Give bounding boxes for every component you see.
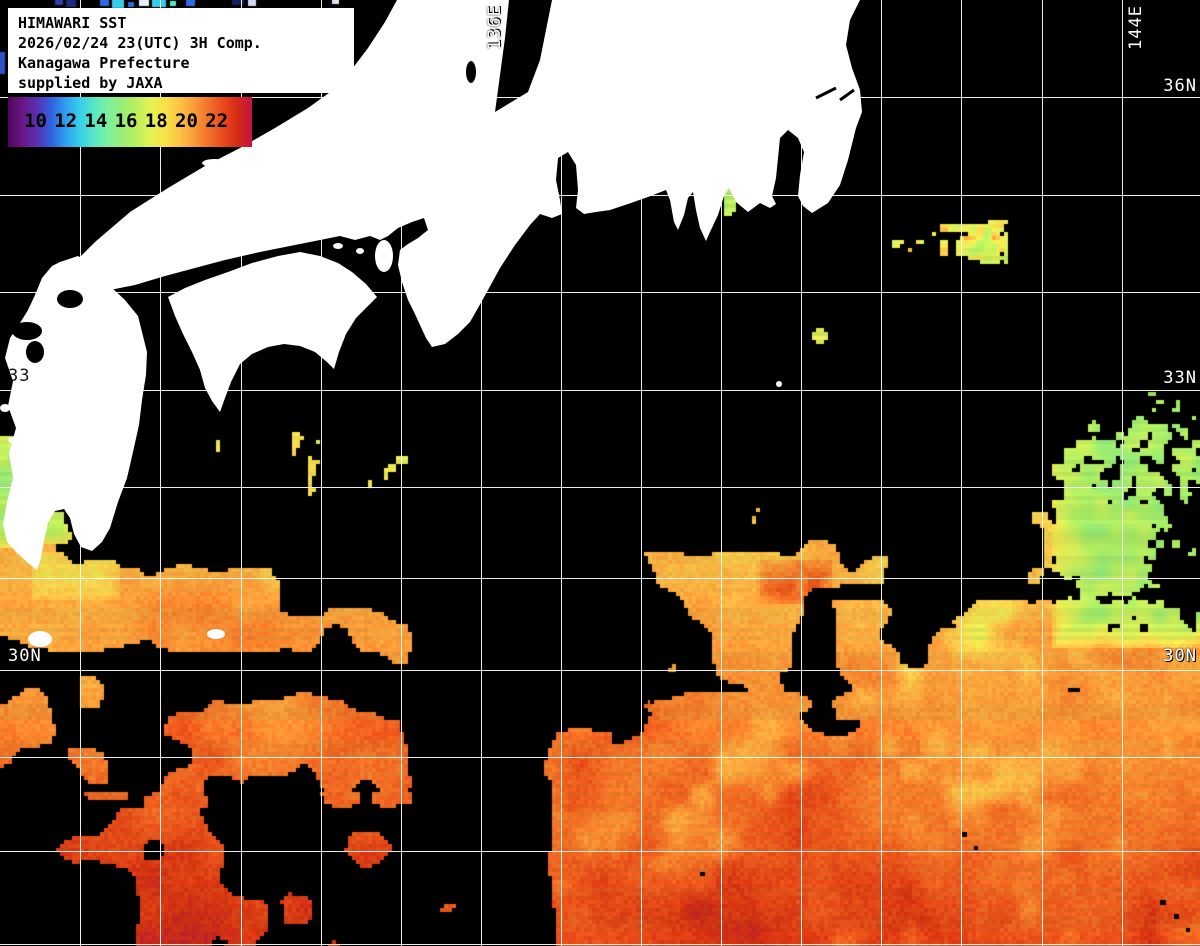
latitude-label: 30N (1163, 646, 1197, 666)
colorbar-tick-label: 10 (24, 110, 47, 132)
longitude-label: 144E (1126, 5, 1146, 50)
river-mark-2 (839, 88, 855, 102)
lake-biwa (466, 61, 476, 83)
gridline-meridian (1122, 0, 1123, 946)
gridline-parallel (0, 578, 1200, 579)
colorbar-tick-label: 12 (54, 110, 78, 132)
latitude-label: 30N (8, 646, 42, 666)
colorbar-tick-label: 16 (114, 110, 138, 132)
gridline-parallel (0, 757, 1200, 758)
islet-goto-1 (0, 404, 10, 412)
island-tanegashima (207, 629, 225, 639)
island-seto-2 (210, 244, 220, 250)
gridline-meridian (561, 0, 562, 946)
gridline-meridian (321, 0, 322, 946)
island-tsushima (202, 159, 228, 167)
water-kanmon (57, 290, 83, 308)
island-seto-4 (294, 235, 302, 241)
gridline-meridian (1042, 0, 1043, 946)
gridline-parallel (0, 944, 1200, 945)
latitude-label: 33N (1163, 368, 1197, 388)
island-seto-3 (250, 240, 260, 246)
cloud-dot-1 (776, 381, 782, 387)
gridline-parallel (0, 487, 1200, 488)
islet-goto-3 (8, 437, 16, 443)
product-title: HIMAWARI SST (18, 14, 127, 32)
gridline-parallel (0, 670, 1200, 671)
gridline-meridian (241, 0, 242, 946)
provider-line: Kanagawa Prefecture (18, 54, 190, 72)
timestamp-line: 2026/02/24 23(UTC) 3H Comp. (18, 34, 262, 52)
island-seto-6 (356, 248, 364, 254)
colorbar-tick-label: 14 (84, 110, 108, 132)
islet-goto-2 (18, 417, 26, 423)
colorbar-tick-label: 20 (175, 110, 198, 132)
gridline-parallel (0, 292, 1200, 293)
gridline-meridian (160, 0, 161, 946)
longitude-label: 136E (485, 5, 505, 50)
colorbar-tick-label: 18 (144, 110, 168, 132)
legend-header-box: HIMAWARI SST 2026/02/24 23(UTC) 3H Comp.… (8, 8, 354, 93)
gridline-meridian (481, 0, 482, 946)
island-seto-1 (180, 249, 190, 255)
gridline-meridian (401, 0, 402, 946)
gridline-meridian (801, 0, 802, 946)
gridline-meridian (881, 0, 882, 946)
gridline-parallel (0, 390, 1200, 391)
gridline-meridian (721, 0, 722, 946)
latitude-label: 33 (8, 366, 31, 386)
island-seto-5 (333, 243, 343, 249)
colorbar-tick-label: 22 (205, 110, 229, 132)
island-awaji (375, 240, 393, 272)
island-yakushima (28, 631, 52, 647)
gridline-parallel (0, 851, 1200, 852)
land-honshu (62, 0, 862, 347)
cloud-dot-2 (587, 23, 593, 29)
latitude-label: 36N (1163, 76, 1197, 96)
temperature-colorbar: 10 12 14 16 18 20 22 (8, 97, 252, 147)
source-line: supplied by JAXA (18, 74, 163, 92)
river-mark-1 (815, 86, 837, 100)
gridline-meridian (961, 0, 962, 946)
water-omura (5, 295, 23, 309)
land-shikoku (168, 252, 377, 412)
water-ariake-s (26, 341, 44, 363)
gridline-meridian (641, 0, 642, 946)
water-ariake-n (12, 322, 42, 340)
